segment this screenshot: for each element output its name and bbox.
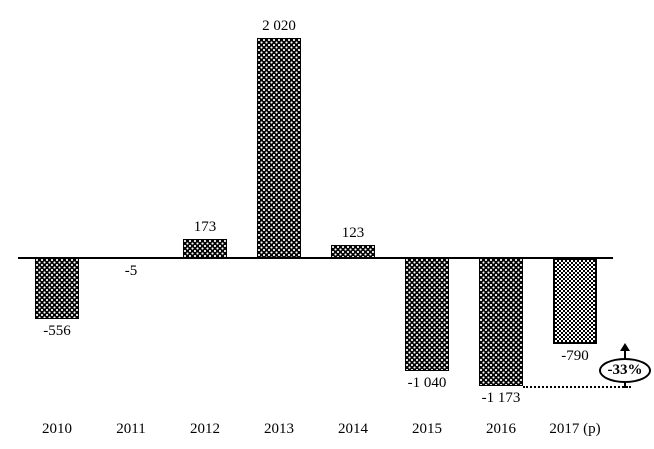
x-axis-label-2015: 2015 [412, 421, 442, 437]
bar-2010 [35, 258, 79, 319]
bar-2016 [479, 258, 523, 386]
percent-change-annotation: -33% [599, 358, 651, 383]
x-axis-label-2012: 2012 [190, 421, 220, 437]
bar-2017p [553, 258, 597, 345]
up-arrow-icon [620, 343, 630, 352]
x-axis-label-2011: 2011 [116, 421, 146, 437]
value-label-2014: 123 [341, 224, 365, 241]
value-label-2016: -1 173 [481, 389, 521, 406]
value-label-2017p: -790 [561, 348, 589, 365]
bar-2013 [257, 38, 301, 258]
bar-2015 [405, 258, 449, 372]
value-label-2011: -5 [124, 262, 138, 279]
value-label-2015: -1 040 [407, 375, 447, 392]
value-label-2010: -556 [43, 322, 71, 339]
bar-2012 [183, 239, 227, 258]
x-axis-label-2017p: 2017 (p) [549, 421, 601, 437]
dotted-reference-line [523, 385, 631, 388]
x-axis-label-2010: 2010 [42, 421, 72, 437]
percent-change-label: -33% [607, 362, 643, 378]
value-label-2013: 2 020 [262, 18, 296, 34]
bar-2014 [331, 244, 375, 258]
x-axis-line [18, 257, 613, 259]
value-label-2012: 173 [193, 219, 217, 236]
x-axis-label-2013: 2013 [264, 421, 294, 437]
x-axis-label-2014: 2014 [338, 421, 368, 437]
x-axis-label-2016: 2016 [486, 421, 516, 437]
